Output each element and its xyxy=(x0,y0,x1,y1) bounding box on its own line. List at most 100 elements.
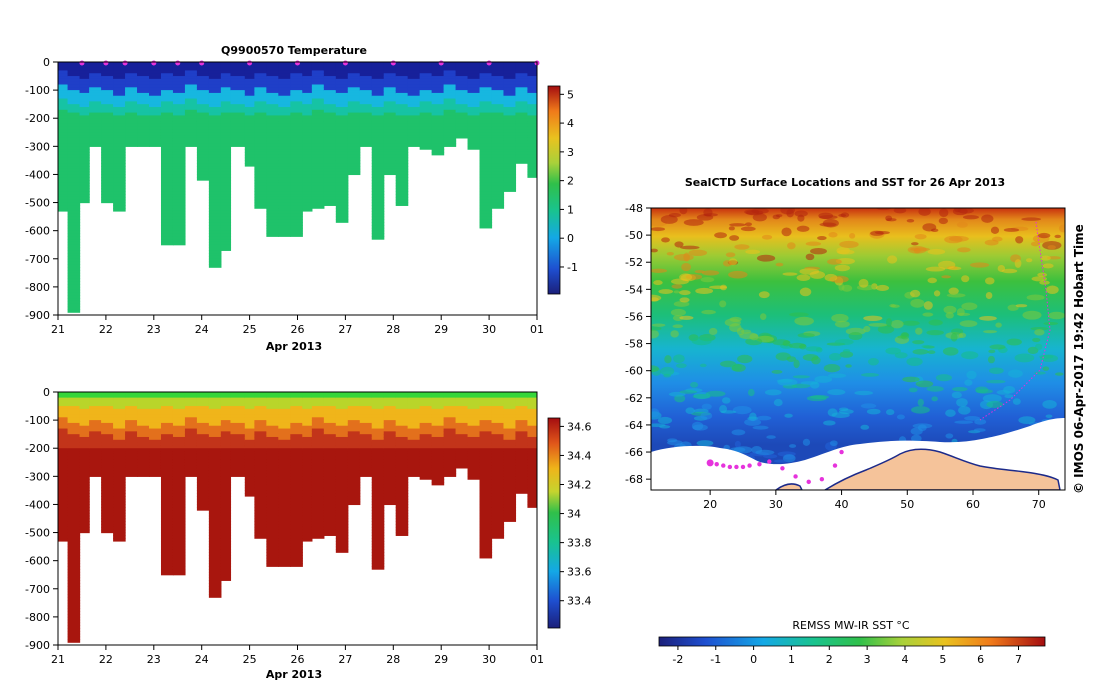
sal-cell xyxy=(220,428,232,432)
temp-cell xyxy=(208,188,222,192)
temp-cell xyxy=(323,98,337,102)
sal-cell xyxy=(89,431,102,435)
temp-cell xyxy=(89,104,102,108)
temp-cell xyxy=(311,64,325,69)
temp-cell xyxy=(479,151,493,156)
temp-cell xyxy=(290,109,303,114)
temp-cell xyxy=(266,121,279,125)
temp-cell xyxy=(208,146,222,150)
sal-cell xyxy=(208,540,222,545)
sal-cell xyxy=(67,532,81,536)
temp-cell xyxy=(113,118,126,122)
sal-cell xyxy=(479,543,493,548)
sal-cell xyxy=(220,569,232,573)
temp-cell xyxy=(479,182,493,187)
temp-cell xyxy=(160,132,174,136)
sal-cell xyxy=(335,543,349,548)
temp-cell xyxy=(395,191,409,195)
temp-cell xyxy=(395,78,409,83)
temp-cell xyxy=(359,126,373,131)
sal-cell xyxy=(290,546,303,551)
sal-cell xyxy=(407,400,421,404)
sal-cell xyxy=(290,434,303,438)
temp-cell xyxy=(79,98,90,102)
seal-track-point xyxy=(780,466,785,471)
temp-cell xyxy=(101,180,114,184)
sal-cell xyxy=(491,476,505,480)
sal-cell xyxy=(302,515,313,520)
sal-cell xyxy=(244,439,255,444)
sal-cell xyxy=(347,420,361,424)
temp-cell xyxy=(359,112,373,117)
temp-cell xyxy=(172,230,186,235)
sal-cell xyxy=(67,493,81,497)
sal-cell xyxy=(58,445,69,449)
temp-cell xyxy=(160,219,174,223)
sal-cell xyxy=(89,397,102,402)
sal-cell xyxy=(479,496,493,500)
temp-cell xyxy=(101,123,114,128)
sal-cell xyxy=(347,456,361,461)
sal-cell xyxy=(266,394,279,399)
sal-profile xyxy=(172,392,186,576)
sal-cell xyxy=(371,557,385,562)
sal-cell xyxy=(266,456,279,461)
sal-cell xyxy=(220,397,232,402)
sal-cell xyxy=(160,467,174,472)
temp-cell xyxy=(67,123,81,128)
temp-cbar-label: 5 xyxy=(567,88,574,101)
temp-cell xyxy=(527,115,537,119)
temp-cell xyxy=(67,132,81,136)
temp-cell xyxy=(149,95,162,100)
temp-profile xyxy=(196,62,210,181)
temp-profile xyxy=(419,62,433,150)
temp-cell xyxy=(67,278,81,282)
temp-cell xyxy=(443,92,457,97)
temp-cell xyxy=(503,64,517,69)
temp-cell xyxy=(254,121,267,125)
sal-cell xyxy=(137,408,150,413)
temp-cell xyxy=(335,126,349,131)
sal-cell xyxy=(184,400,198,404)
sal-cell xyxy=(311,408,325,413)
sal-cell xyxy=(125,431,138,435)
temp-cell xyxy=(196,98,210,102)
sst-speckle xyxy=(983,330,997,334)
temp-cell xyxy=(89,92,102,97)
temp-cell xyxy=(431,87,445,91)
sal-cell xyxy=(149,394,162,399)
sal-cell xyxy=(244,451,255,455)
temp-cell xyxy=(290,227,303,232)
sal-cell xyxy=(266,555,279,559)
temp-cell xyxy=(479,106,493,111)
sal-cell xyxy=(395,400,409,404)
sal-cell xyxy=(208,436,222,441)
sal-cell xyxy=(113,392,126,396)
sal-cell xyxy=(79,524,90,528)
sal-cell xyxy=(172,504,186,508)
temp-cell xyxy=(160,62,174,66)
sal-cell xyxy=(196,479,210,483)
sal-cell xyxy=(208,481,222,486)
sst-speckle xyxy=(672,324,684,329)
sal-cell xyxy=(196,397,210,402)
temp-cell xyxy=(290,112,303,117)
sal-cell xyxy=(160,526,174,531)
sal-cell xyxy=(208,532,222,536)
temp-cell xyxy=(311,143,325,147)
sal-cell xyxy=(395,451,409,455)
sst-speckle xyxy=(752,425,769,430)
sst-speckle xyxy=(910,434,922,443)
sst-speckle xyxy=(902,320,920,326)
sal-cell xyxy=(230,417,246,421)
sal-cell xyxy=(491,465,505,469)
temp-cell xyxy=(503,149,517,153)
map-ytick-label: -58 xyxy=(625,338,643,351)
sal-cell xyxy=(196,439,210,444)
temp-cell xyxy=(58,98,69,102)
sal-cell xyxy=(467,406,481,410)
sal-cell xyxy=(395,467,409,472)
sal-cell xyxy=(113,400,126,404)
sal-cell xyxy=(254,428,267,432)
sal-cell xyxy=(323,422,337,427)
